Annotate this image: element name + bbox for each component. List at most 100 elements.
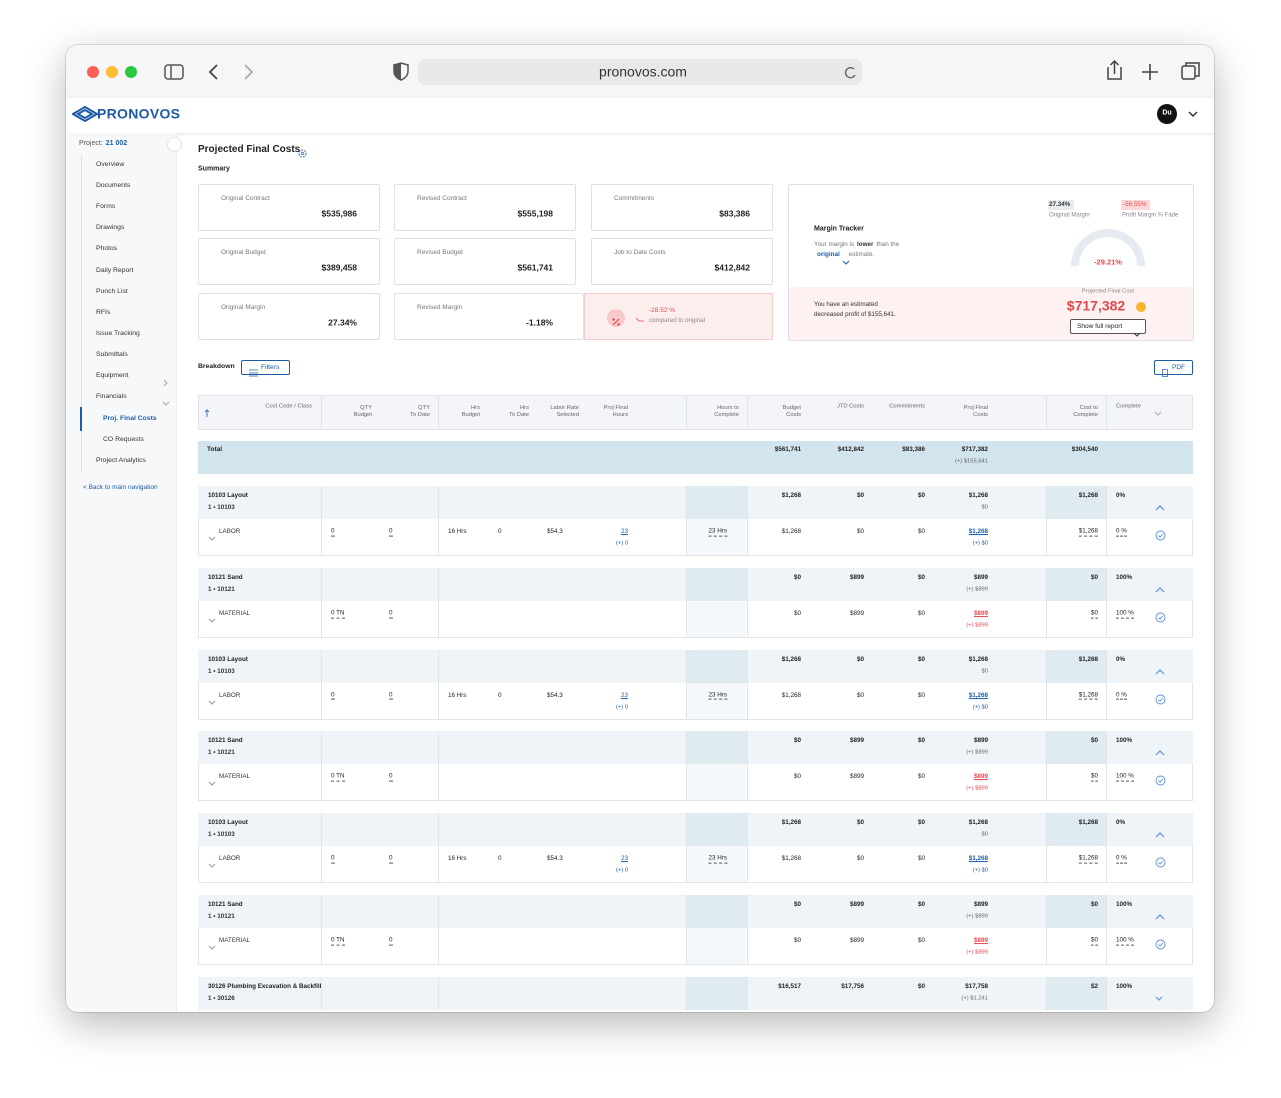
share-button[interactable] [1107,59,1122,80]
check-icon[interactable] [1155,527,1166,541]
minimize-button[interactable] [106,66,118,78]
forward-button[interactable] [244,64,254,80]
nav-item[interactable]: Equipment [96,371,129,379]
nav-item[interactable]: Documents [96,181,131,189]
collapse-toggle[interactable] [1155,580,1165,593]
class-name: LABOR [219,528,241,536]
collapse-toggle[interactable] [1155,743,1165,756]
profit-note: decreased profit of $155,641. [814,311,896,319]
gauge-value: -29.21% [1094,257,1122,267]
cell: $0 [856,855,864,863]
cost-code-name: 10121 Sand [208,737,243,745]
collapse-toggle[interactable] [1155,825,1165,838]
text: 21 002 [105,139,128,147]
nav-item[interactable]: RFIs [96,308,111,316]
sidebar-collapse[interactable] [167,137,182,152]
column-divider [1046,731,1047,802]
fade-icon-glyph-svg [612,318,620,326]
row-chevron[interactable] [208,937,216,950]
nav-sub-item[interactable]: CO Requests [103,435,144,443]
row-chevron[interactable] [208,528,216,541]
row-chevron[interactable] [208,610,216,623]
collapse-toggle[interactable] [1155,907,1165,920]
tracker-message: original estimate. [817,250,927,259]
column-header: Cost Code / Class [265,403,312,410]
nav-sub-item[interactable]: Proj. Final Costs [103,414,157,422]
column-divider [747,895,748,965]
cell: $54.3 [547,528,563,536]
cell: $17,758 [965,982,988,990]
column-header: Labor Rate Selected [550,404,579,418]
back-button[interactable] [208,64,218,80]
column-divider [438,649,439,720]
column-divider [747,486,748,556]
avatar[interactable] [1157,104,1177,124]
cell-change: (+) $899 [966,749,988,756]
collapse-toggle[interactable] [1155,662,1165,675]
report-button[interactable] [1070,319,1146,334]
nav-item[interactable]: Financials [96,392,127,400]
check-icon[interactable] [1155,609,1166,623]
column-divider [686,895,687,965]
nav-item[interactable]: Overview [96,160,125,168]
trend-icon-svg [635,317,644,322]
cell: $54.3 [547,855,563,863]
check-icon[interactable] [1155,691,1166,705]
cell-change: $0 [981,831,988,838]
nav-item[interactable]: Submittals [96,350,128,358]
cell: 23 Hrs [708,527,727,537]
account-menu-chevron[interactable] [1188,110,1198,118]
address-bar[interactable] [418,59,862,85]
check [1157,779,1164,784]
group-header-highlight [1046,567,1106,601]
check-icon[interactable] [1155,772,1166,786]
filters-button[interactable] [241,360,290,375]
close-button[interactable] [87,66,99,78]
pfc-label: Projected Final Cost [1081,288,1135,295]
group-header-highlight [686,486,747,519]
new-tab-button[interactable] [1142,64,1158,80]
tabs-button[interactable] [1181,65,1196,80]
cell: $0 [917,773,925,781]
arrow [204,409,210,417]
sidebar-toggle[interactable] [164,64,184,80]
nav-item[interactable]: Forms [96,202,116,210]
back-link[interactable]: < Back to main navigation [83,483,158,491]
check-icon[interactable] [1155,936,1166,950]
nav-item[interactable]: Photos [96,245,118,253]
pdf-button[interactable] [1154,360,1193,375]
cell: 0 [498,691,502,699]
collapse-toggle[interactable] [1155,498,1165,511]
chevron [1155,832,1165,838]
row-chevron[interactable] [208,692,216,705]
nav-item[interactable]: Issue Tracking [96,329,140,337]
row-chevron[interactable] [208,855,216,868]
cell: 0 [331,854,335,864]
settings-icon-svg [298,149,307,158]
row-chevron[interactable] [208,773,216,787]
zoom-button[interactable] [125,66,137,78]
settings-icon[interactable] [297,145,308,158]
check-icon-svg [1155,694,1166,705]
cell-change: (+) $899 [966,586,988,593]
column-divider [1106,895,1107,965]
original-margin-label: Original Margin [1049,212,1090,219]
cell: $899 [973,901,988,909]
collapse-toggle[interactable] [1155,989,1165,1001]
nav-item[interactable]: Daily Report [96,266,134,274]
nav-item[interactable]: Punch List [96,287,128,295]
reload-button[interactable] [844,66,856,79]
check-icon[interactable] [1155,854,1166,868]
cell: $1,268 [968,655,988,663]
logo: PRONOVOS [97,105,181,122]
nav-item[interactable]: Drawings [96,224,125,232]
nav-item[interactable]: Project Analytics [96,456,146,464]
check-icon-svg [1155,612,1166,623]
cell: $0 [917,901,925,909]
cell: $0 [1090,772,1098,782]
sort-icon[interactable] [204,403,210,417]
column-divider [438,895,439,965]
sidebar-rail [81,155,82,471]
cell: 0% [1116,492,1126,500]
cost-code-name: 30126 Plumbing Excavation & Backfill [208,982,322,990]
